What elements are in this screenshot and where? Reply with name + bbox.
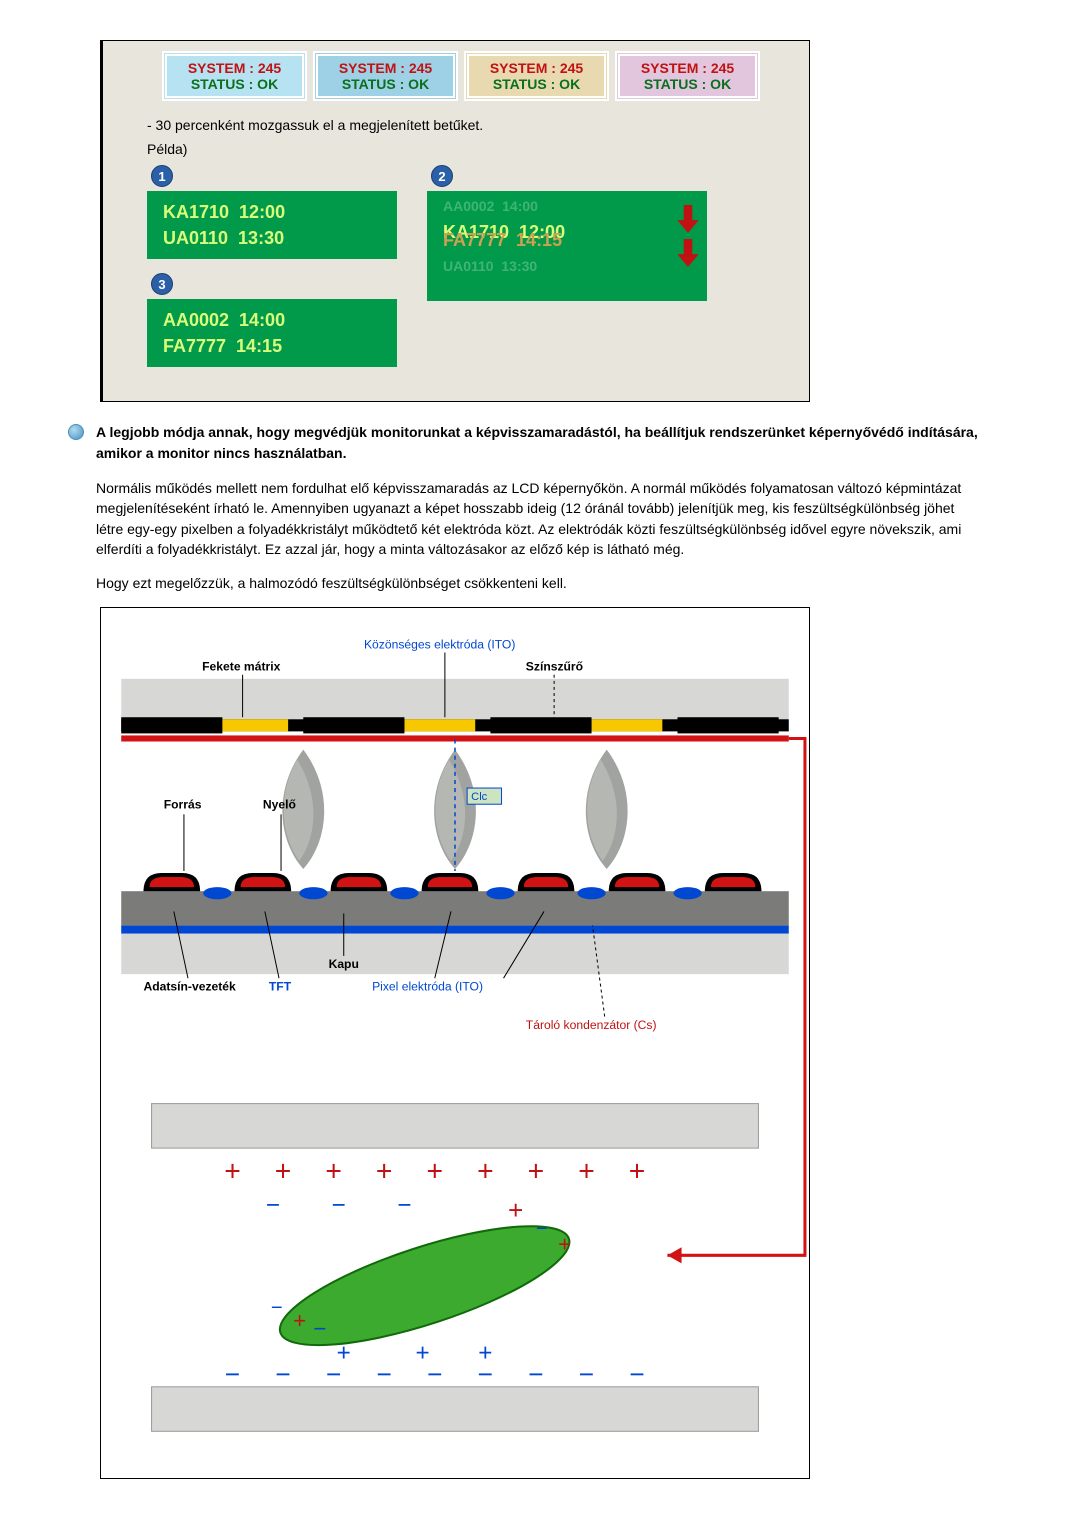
- caption-line1: - 30 percenként mozgassuk el a megjelení…: [147, 117, 789, 133]
- panel3-badge: 3: [151, 273, 173, 295]
- svg-text:+: +: [558, 1232, 571, 1257]
- svg-text:−: −: [326, 1359, 341, 1389]
- svg-text:+: +: [427, 1155, 444, 1187]
- panel3: AA0002 14:00FA7777 14:15: [147, 299, 397, 367]
- panel-row: UA0110 13:30: [163, 225, 381, 251]
- svg-text:Közönséges elektróda (ITO): Közönséges elektróda (ITO): [364, 638, 515, 652]
- status-system: SYSTEM : 245: [473, 60, 600, 76]
- panel-row: AA0002 14:00: [443, 193, 691, 219]
- bullet-icon: [68, 424, 84, 440]
- status-box: SYSTEM : 245STATUS : OK: [615, 51, 760, 101]
- svg-text:TFT: TFT: [269, 980, 292, 994]
- svg-text:+: +: [325, 1155, 342, 1187]
- svg-text:+: +: [477, 1155, 494, 1187]
- status-box: SYSTEM : 245STATUS : OK: [313, 51, 458, 101]
- status-system: SYSTEM : 245: [624, 60, 751, 76]
- panel-col-left: 1 KA1710 12:00UA0110 13:30 3 AA0002 14:0…: [147, 165, 397, 381]
- bullet-bold-text: A legjobb módja annak, hogy megvédjük mo…: [96, 422, 990, 464]
- svg-text:−: −: [377, 1359, 392, 1389]
- svg-text:+: +: [528, 1155, 545, 1187]
- svg-text:Kapu: Kapu: [329, 958, 359, 972]
- panel1-badge: 1: [151, 165, 173, 187]
- svg-text:−: −: [579, 1359, 594, 1389]
- panel2-badge: 2: [431, 165, 453, 187]
- svg-text:−: −: [478, 1359, 493, 1389]
- svg-text:Forrás: Forrás: [164, 798, 202, 812]
- panel-row: FA7777 14:15: [163, 333, 381, 359]
- panel1: KA1710 12:00UA0110 13:30: [147, 191, 397, 259]
- svg-text:−: −: [427, 1359, 442, 1389]
- svg-text:Színszűrő: Színszűrő: [526, 660, 583, 674]
- svg-text:−: −: [536, 1219, 548, 1241]
- svg-text:+: +: [578, 1155, 595, 1187]
- svg-text:Fekete mátrix: Fekete mátrix: [202, 660, 280, 674]
- panels-row: 1 KA1710 12:00UA0110 13:30 3 AA0002 14:0…: [147, 165, 789, 381]
- svg-text:+: +: [275, 1155, 292, 1187]
- svg-text:−: −: [629, 1359, 644, 1389]
- svg-text:−: −: [266, 1192, 280, 1219]
- status-box: SYSTEM : 245STATUS : OK: [162, 51, 307, 101]
- panel-row: AA0002 14:00: [163, 307, 381, 333]
- panel1-group: 1 KA1710 12:00UA0110 13:30: [147, 165, 397, 259]
- panel2-group: 2 AA0002 14:00KA1710 12:00FA7777 14:15UA…: [427, 165, 707, 301]
- status-box: SYSTEM : 245STATUS : OK: [464, 51, 609, 101]
- panel-col-right: 2 AA0002 14:00KA1710 12:00FA7777 14:15UA…: [427, 165, 707, 381]
- svg-text:−: −: [275, 1359, 290, 1389]
- panel-row: UA0110 13:30: [443, 253, 691, 279]
- status-ok: STATUS : OK: [473, 76, 600, 92]
- panel-row: KA1710 12:00: [163, 199, 381, 225]
- svg-text:+: +: [376, 1155, 393, 1187]
- status-ok: STATUS : OK: [171, 76, 298, 92]
- svg-text:Nyelő: Nyelő: [263, 798, 296, 812]
- svg-text:−: −: [313, 1317, 326, 1342]
- status-row: SYSTEM : 245STATUS : OKSYSTEM : 245STATU…: [153, 51, 769, 101]
- caption-line2: Példa): [147, 141, 789, 157]
- figure-2: Clc Közönséges elektróda (ITO) Fekete mátr…: [100, 607, 810, 1479]
- paragraph-2: Hogy ezt megelőzzük, a halmozódó feszült…: [96, 573, 966, 593]
- svg-text:Pixel elektróda (ITO): Pixel elektróda (ITO): [372, 980, 483, 994]
- panel3-group: 3 AA0002 14:00FA7777 14:15: [147, 273, 397, 367]
- svg-text:+: +: [508, 1195, 523, 1225]
- figure-1: SYSTEM : 245STATUS : OKSYSTEM : 245STATU…: [100, 40, 810, 402]
- svg-text:+: +: [224, 1155, 241, 1187]
- svg-text:−: −: [332, 1192, 346, 1219]
- svg-text:+: +: [293, 1309, 306, 1334]
- svg-text:−: −: [271, 1297, 283, 1319]
- status-system: SYSTEM : 245: [171, 60, 298, 76]
- status-ok: STATUS : OK: [322, 76, 449, 92]
- status-system: SYSTEM : 245: [322, 60, 449, 76]
- svg-text:−: −: [397, 1192, 411, 1219]
- paragraph-1: Normális működés mellett nem fordulhat e…: [96, 478, 966, 559]
- svg-text:Clc: Clc: [471, 792, 487, 804]
- svg-text:+: +: [629, 1155, 646, 1187]
- svg-text:Tároló kondenzátor (Cs): Tároló kondenzátor (Cs): [526, 1018, 657, 1032]
- status-ok: STATUS : OK: [624, 76, 751, 92]
- svg-text:−: −: [528, 1359, 543, 1389]
- bullet-row: A legjobb módja annak, hogy megvédjük mo…: [68, 422, 990, 464]
- svg-text:Adatsín-vezeték: Adatsín-vezeték: [143, 980, 236, 994]
- svg-text:−: −: [225, 1359, 240, 1389]
- panel-row: FA7777 14:15: [443, 227, 691, 253]
- panel2: AA0002 14:00KA1710 12:00FA7777 14:15UA01…: [427, 191, 707, 301]
